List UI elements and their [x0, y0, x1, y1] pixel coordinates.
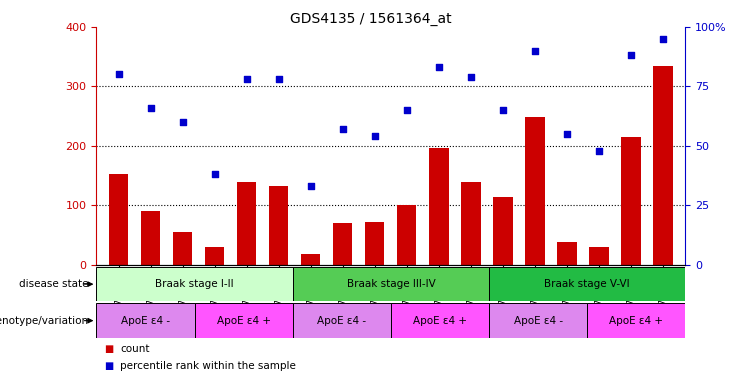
Point — [593, 147, 605, 154]
Bar — [525, 118, 545, 265]
Point — [529, 48, 541, 54]
Bar — [333, 223, 353, 265]
Point — [241, 76, 253, 82]
Text: ApoE ε4 +: ApoE ε4 + — [216, 316, 270, 326]
Point — [497, 107, 509, 113]
Point — [144, 105, 156, 111]
Point — [273, 76, 285, 82]
Bar — [96, 303, 194, 338]
Point — [305, 183, 316, 189]
Text: ■: ■ — [104, 344, 113, 354]
Text: ApoE ε4 -: ApoE ε4 - — [514, 316, 562, 326]
Point — [369, 133, 381, 139]
Text: percentile rank within the sample: percentile rank within the sample — [120, 361, 296, 371]
Text: Braak stage V-VI: Braak stage V-VI — [545, 279, 630, 289]
Bar — [391, 303, 489, 338]
Point — [177, 119, 189, 125]
Text: ApoE ε4 -: ApoE ε4 - — [317, 316, 366, 326]
Bar — [205, 247, 225, 265]
Bar — [109, 174, 128, 265]
Bar — [557, 242, 576, 265]
Bar — [397, 205, 416, 265]
Text: ApoE ε4 -: ApoE ε4 - — [121, 316, 170, 326]
Bar — [462, 182, 480, 265]
Bar — [365, 222, 385, 265]
Bar — [589, 247, 608, 265]
Point — [561, 131, 573, 137]
Point — [625, 52, 637, 58]
Point — [337, 126, 349, 132]
Text: ■: ■ — [104, 361, 113, 371]
Bar — [654, 66, 673, 265]
Bar — [489, 267, 685, 301]
Bar — [293, 303, 391, 338]
Bar — [269, 186, 288, 265]
Bar — [489, 303, 588, 338]
Bar — [587, 303, 685, 338]
Text: ApoE ε4 +: ApoE ε4 + — [609, 316, 663, 326]
Bar — [173, 232, 193, 265]
Point — [209, 171, 221, 177]
Bar — [237, 182, 256, 265]
Bar — [293, 267, 489, 301]
Point — [657, 36, 669, 42]
Point — [465, 74, 477, 80]
Text: ApoE ε4 +: ApoE ε4 + — [413, 316, 467, 326]
Bar — [141, 212, 160, 265]
Point — [433, 64, 445, 70]
Text: Braak stage I-II: Braak stage I-II — [155, 279, 234, 289]
Bar — [194, 303, 293, 338]
Bar — [429, 148, 448, 265]
Bar — [622, 137, 641, 265]
Point — [401, 107, 413, 113]
Bar — [494, 197, 513, 265]
Text: GDS4135 / 1561364_at: GDS4135 / 1561364_at — [290, 12, 451, 25]
Text: Braak stage III-IV: Braak stage III-IV — [347, 279, 435, 289]
Text: disease state: disease state — [19, 279, 89, 289]
Bar — [96, 267, 293, 301]
Bar — [302, 254, 320, 265]
Point — [113, 71, 124, 78]
Text: genotype/variation: genotype/variation — [0, 316, 89, 326]
Text: count: count — [120, 344, 150, 354]
